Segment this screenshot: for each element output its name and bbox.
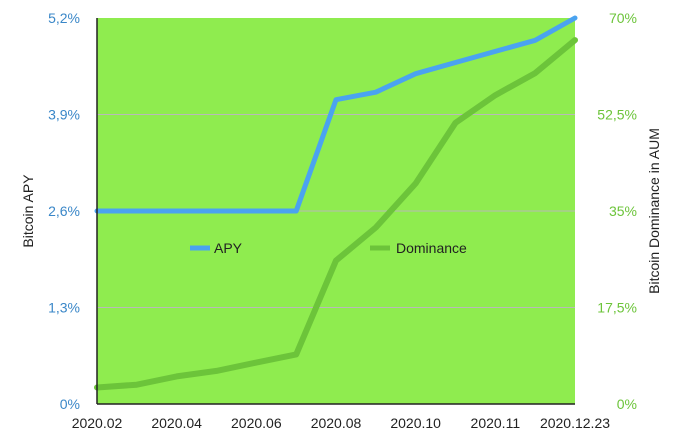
y-right-tick-label: 70% <box>609 10 637 26</box>
x-tick-label: 2020.11 <box>471 415 521 431</box>
y-left-tick-label: 3,9% <box>48 107 80 123</box>
y-right-tick-label: 0% <box>617 396 637 412</box>
legend-label-dominance: Dominance <box>396 240 467 256</box>
series-line-dominance <box>94 37 578 391</box>
tick-labels: 0% 0% 1,3% 17,5% 2,6% 35% 3,9% 52,5% 5,2% 70% 2020… <box>48 10 637 431</box>
y-left-tick-label: 5,2% <box>48 10 80 26</box>
x-tick-label: 2020.10 <box>390 415 441 431</box>
x-tick-label: 2020.12.23 <box>540 415 610 431</box>
y-right-tick-label: 35% <box>609 203 637 219</box>
y-left-tick-label: 0% <box>60 396 80 412</box>
legend: APY Dominance <box>190 240 467 256</box>
y-left-tick-label: 2,6% <box>48 203 80 219</box>
series-line-apy <box>94 15 578 214</box>
y-left-axis-title: Bitcoin APY <box>20 174 36 248</box>
x-tick-label: 2020.06 <box>231 415 282 431</box>
y-right-tick-label: 17,5% <box>597 300 637 316</box>
x-tick-label: 2020.04 <box>151 415 202 431</box>
x-tick-label: 2020.08 <box>311 415 362 431</box>
y-right-tick-label: 52,5% <box>597 107 637 123</box>
y-right-axis-title: Bitcoin Dominance in AUM <box>646 128 662 294</box>
legend-label-apy: APY <box>214 240 243 256</box>
x-tick-label: 2020.02 <box>72 415 123 431</box>
series-lines <box>94 15 578 391</box>
y-left-tick-label: 1,3% <box>48 300 80 316</box>
